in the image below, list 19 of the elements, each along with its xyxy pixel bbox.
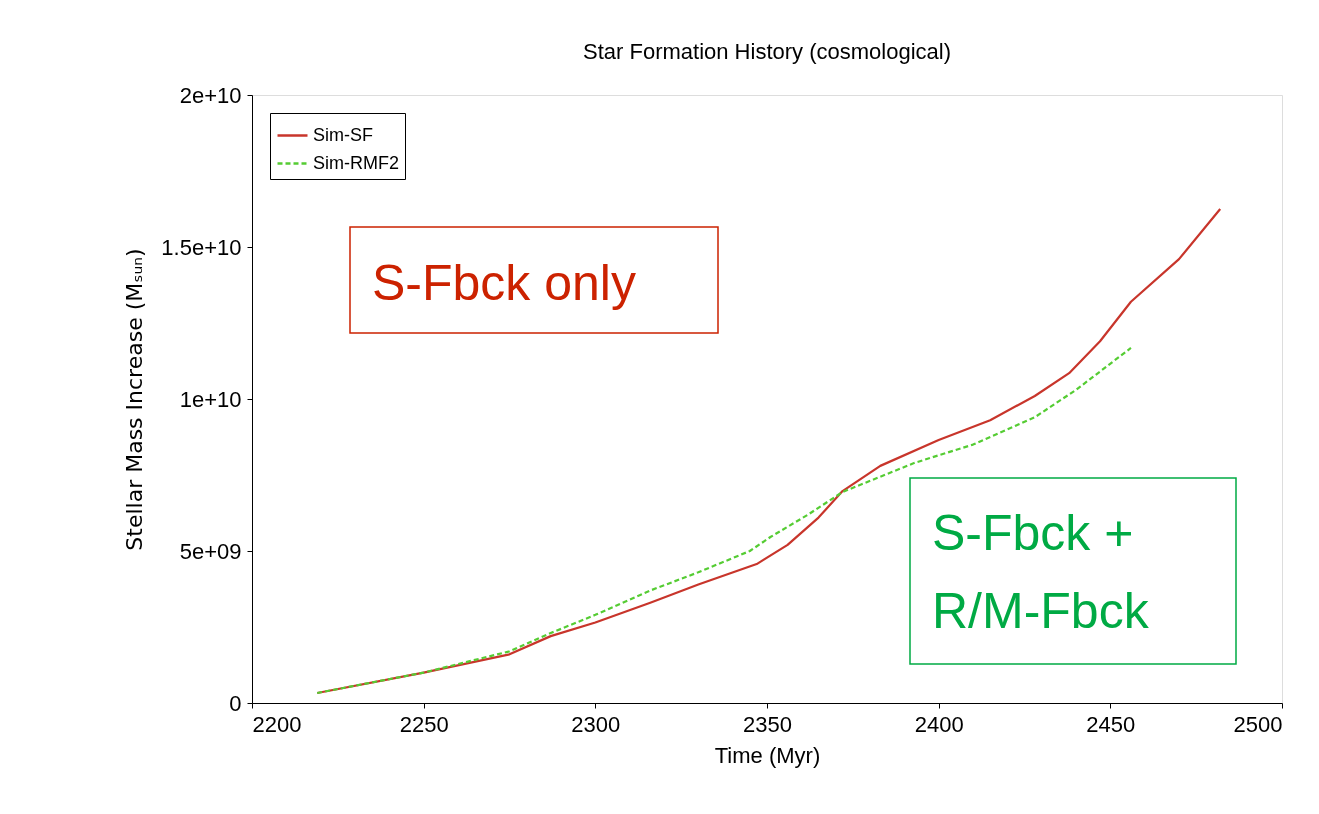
x-tick-label: 2450 [1086, 711, 1136, 737]
y-tick-label: 1e+10 [179, 386, 242, 412]
y-tick-label: 5e+09 [179, 538, 242, 564]
x-tick-label: 2350 [743, 711, 792, 737]
chart-title: Star Formation History (cosmological) [583, 39, 951, 64]
annotation: S-Fbck only [372, 255, 636, 311]
x-tick-label: 2200 [252, 711, 302, 737]
y-tick-label: 2e+10 [179, 82, 242, 108]
x-tick-label: 2500 [1233, 711, 1283, 737]
x-axis-title: Time (Myr) [714, 742, 821, 768]
y-axis-title: Stellar Mass Increase (Mₛᵤₙ) [122, 248, 148, 551]
legend-label: Sim-SF [313, 124, 373, 145]
y-tick-label: 0 [229, 690, 242, 716]
y-tick-label: 1.5e+10 [161, 234, 242, 260]
annotation: S-Fbck + R/M-Fbck [932, 505, 1150, 639]
x-tick-label: 2250 [399, 711, 449, 737]
x-tick-label: 2400 [914, 711, 964, 737]
legend-label: Sim-RMF2 [313, 152, 399, 173]
x-tick-label: 2300 [571, 711, 621, 737]
